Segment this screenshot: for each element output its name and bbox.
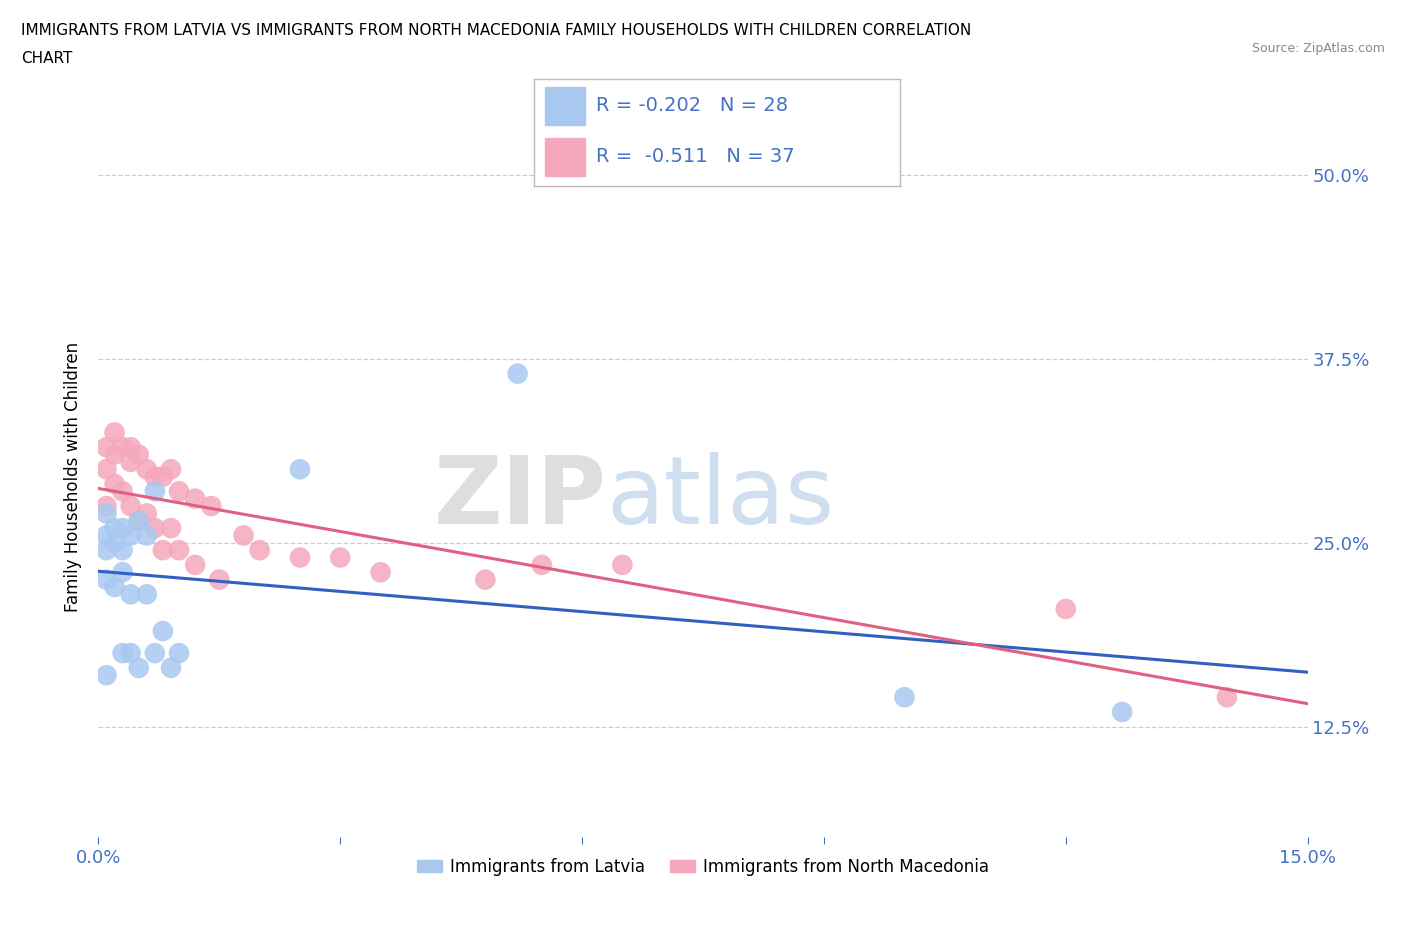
Point bbox=[96, 572, 118, 587]
Bar bbox=[546, 86, 585, 125]
Point bbox=[111, 440, 134, 455]
Point bbox=[530, 557, 553, 572]
Point bbox=[1216, 690, 1239, 705]
Point bbox=[111, 645, 134, 660]
Text: Source: ZipAtlas.com: Source: ZipAtlas.com bbox=[1251, 42, 1385, 55]
Point bbox=[128, 447, 150, 462]
Point bbox=[160, 660, 183, 675]
Point bbox=[474, 572, 496, 587]
Point bbox=[208, 572, 231, 587]
Point bbox=[103, 447, 125, 462]
Point bbox=[184, 557, 207, 572]
Text: ZIP: ZIP bbox=[433, 452, 606, 544]
Point bbox=[506, 366, 529, 381]
Point bbox=[143, 484, 166, 498]
Point bbox=[160, 462, 183, 477]
Point bbox=[103, 521, 125, 536]
Legend: Immigrants from Latvia, Immigrants from North Macedonia: Immigrants from Latvia, Immigrants from … bbox=[411, 851, 995, 883]
Point bbox=[111, 521, 134, 536]
Text: R =  -0.511   N = 37: R = -0.511 N = 37 bbox=[596, 147, 794, 166]
Point bbox=[96, 462, 118, 477]
Point bbox=[167, 543, 190, 558]
Point bbox=[249, 543, 271, 558]
Text: R = -0.202   N = 28: R = -0.202 N = 28 bbox=[596, 97, 789, 115]
Bar bbox=[546, 138, 585, 177]
Point bbox=[103, 579, 125, 594]
Point bbox=[612, 557, 634, 572]
Point bbox=[893, 690, 915, 705]
Point bbox=[135, 587, 157, 602]
Point bbox=[135, 506, 157, 521]
Text: CHART: CHART bbox=[21, 51, 73, 66]
Text: atlas: atlas bbox=[606, 452, 835, 544]
Point bbox=[232, 528, 254, 543]
Point bbox=[103, 476, 125, 491]
Point bbox=[135, 528, 157, 543]
Point bbox=[120, 528, 142, 543]
Point bbox=[1054, 602, 1077, 617]
Point bbox=[96, 440, 118, 455]
Point bbox=[143, 470, 166, 485]
Text: IMMIGRANTS FROM LATVIA VS IMMIGRANTS FROM NORTH MACEDONIA FAMILY HOUSEHOLDS WITH: IMMIGRANTS FROM LATVIA VS IMMIGRANTS FRO… bbox=[21, 23, 972, 38]
Point bbox=[96, 668, 118, 683]
Point bbox=[96, 506, 118, 521]
Point bbox=[200, 498, 222, 513]
Point bbox=[167, 484, 190, 498]
Point bbox=[143, 521, 166, 536]
Point bbox=[111, 565, 134, 579]
Point bbox=[120, 455, 142, 470]
Y-axis label: Family Households with Children: Family Households with Children bbox=[65, 341, 83, 612]
Point bbox=[152, 624, 174, 639]
Point bbox=[288, 462, 311, 477]
Point bbox=[128, 660, 150, 675]
Point bbox=[184, 491, 207, 506]
Point bbox=[96, 543, 118, 558]
Point bbox=[120, 498, 142, 513]
Point bbox=[160, 521, 183, 536]
Point bbox=[120, 645, 142, 660]
Point bbox=[128, 513, 150, 528]
Point bbox=[135, 462, 157, 477]
Point bbox=[103, 425, 125, 440]
Point bbox=[96, 528, 118, 543]
Point bbox=[111, 543, 134, 558]
Point bbox=[103, 536, 125, 551]
Point bbox=[288, 550, 311, 565]
Point bbox=[152, 543, 174, 558]
Point bbox=[128, 513, 150, 528]
Point bbox=[96, 498, 118, 513]
Point bbox=[143, 645, 166, 660]
Point bbox=[370, 565, 392, 579]
Point bbox=[120, 587, 142, 602]
Point bbox=[152, 470, 174, 485]
Point bbox=[1111, 705, 1133, 720]
Point bbox=[329, 550, 352, 565]
Point bbox=[167, 645, 190, 660]
Point bbox=[111, 484, 134, 498]
Point bbox=[120, 440, 142, 455]
